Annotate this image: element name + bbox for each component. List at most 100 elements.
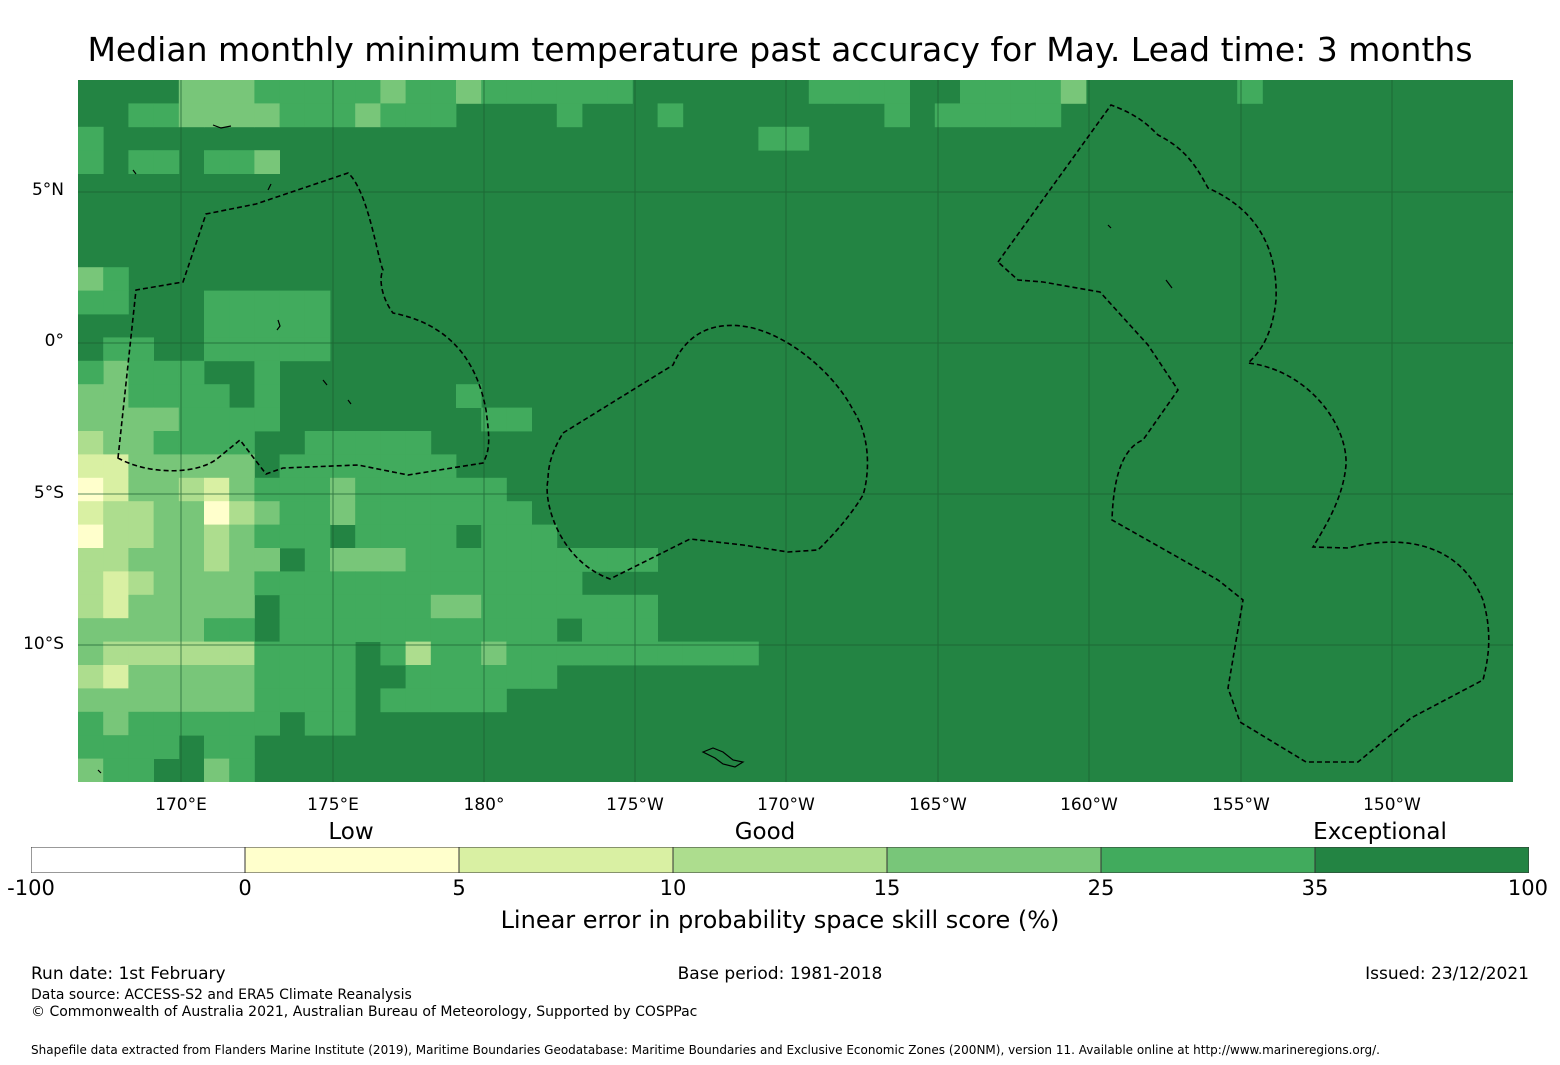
score-cell: [204, 501, 230, 525]
score-cell: [380, 477, 406, 502]
score-cell: [330, 665, 356, 689]
score-cell: [1237, 80, 1263, 104]
score-cell: [178, 407, 205, 432]
score-cell: [204, 407, 230, 432]
score-cell: [380, 103, 406, 128]
score-cell: [178, 524, 205, 549]
score-cell: [430, 548, 457, 572]
score-cell: [405, 431, 432, 455]
score-cell: [405, 665, 432, 689]
score-cell: [506, 571, 532, 596]
score-cell: [178, 360, 205, 385]
score-cell: [78, 571, 104, 596]
base-period: Base period: 1981-2018: [677, 964, 883, 984]
score-cell: [153, 735, 180, 759]
score-cell: [254, 548, 280, 572]
score-cell: [78, 407, 104, 432]
score-cell: [153, 594, 180, 619]
score-cell: [229, 454, 255, 479]
score-cell: [859, 80, 885, 104]
score-cell: [456, 384, 482, 408]
score-cell: [78, 477, 104, 502]
score-cell: [481, 571, 507, 596]
score-cell: [355, 431, 381, 455]
score-cell: [204, 641, 230, 666]
score-cell: [330, 431, 356, 455]
score-cell: [254, 665, 280, 689]
score-cell: [582, 80, 608, 104]
score-cell: [204, 477, 230, 502]
colorbar-tick: 10: [659, 876, 687, 900]
score-cell: [78, 711, 104, 736]
score-cell: [153, 407, 180, 432]
score-cell: [405, 548, 432, 572]
score-cell: [834, 80, 860, 104]
score-cell: [330, 711, 356, 736]
score-cell: [103, 524, 129, 549]
score-cell: [78, 618, 104, 642]
colorbar-segment: [244, 847, 460, 873]
score-cell: [556, 103, 583, 128]
score-cell: [229, 337, 255, 362]
score-cell: [632, 594, 658, 619]
score-cell: [254, 641, 280, 666]
score-cell: [607, 641, 633, 666]
score-cell: [506, 548, 532, 572]
score-cell: [153, 103, 180, 128]
score-cell: [204, 594, 230, 619]
score-cell: [330, 688, 356, 713]
score-cell: [355, 477, 381, 502]
score-cell: [556, 641, 583, 666]
score-cell: [380, 571, 406, 596]
score-cell: [178, 454, 205, 479]
score-cell: [254, 360, 280, 385]
score-cell: [304, 477, 331, 502]
score-cell: [708, 641, 734, 666]
score-cell: [178, 501, 205, 525]
score-cell: [405, 477, 432, 502]
score-cell: [153, 571, 180, 596]
lon-label-165w: 165°W: [909, 795, 967, 815]
score-cell: [254, 314, 280, 338]
score-cell: [279, 454, 306, 479]
score-cell: [531, 80, 558, 104]
score-cell: [758, 126, 784, 151]
score-cell: [506, 665, 532, 689]
score-cell: [330, 103, 356, 128]
score-cell: [430, 103, 457, 128]
score-cell: [254, 501, 280, 525]
score-cell: [103, 267, 129, 291]
score-cell: [430, 571, 457, 596]
lat-label-0: 0°: [44, 331, 64, 351]
score-cell: [178, 384, 205, 408]
legend-category-low: Low: [328, 819, 374, 845]
legend-category-good: Good: [734, 819, 796, 845]
run-date: Run date: 1st February: [31, 964, 226, 984]
score-cell: [153, 477, 180, 502]
score-cell: [355, 80, 381, 104]
score-cell: [279, 337, 306, 362]
score-cell: [405, 571, 432, 596]
score-cell: [330, 571, 356, 596]
score-cell: [78, 290, 104, 315]
score-cell: [456, 618, 482, 642]
score-cell: [531, 618, 558, 642]
score-cell: [481, 407, 507, 432]
score-cell: [531, 665, 558, 689]
score-cell: [204, 454, 230, 479]
score-cell: [229, 150, 255, 174]
score-cell: [128, 431, 154, 455]
score-cell: [934, 103, 961, 128]
score-cell: [481, 524, 507, 549]
score-cell: [178, 571, 205, 596]
score-cell: [153, 548, 180, 572]
score-cell: [607, 548, 633, 572]
shapefile-credit: Shapefile data extracted from Flanders M…: [31, 1043, 1380, 1057]
score-cell: [279, 594, 306, 619]
score-cell: [128, 688, 154, 713]
score-cell: [456, 477, 482, 502]
score-cell: [279, 618, 306, 642]
score-cell: [178, 688, 205, 713]
colorbar-segment: [1100, 847, 1316, 873]
score-cell: [128, 337, 154, 362]
